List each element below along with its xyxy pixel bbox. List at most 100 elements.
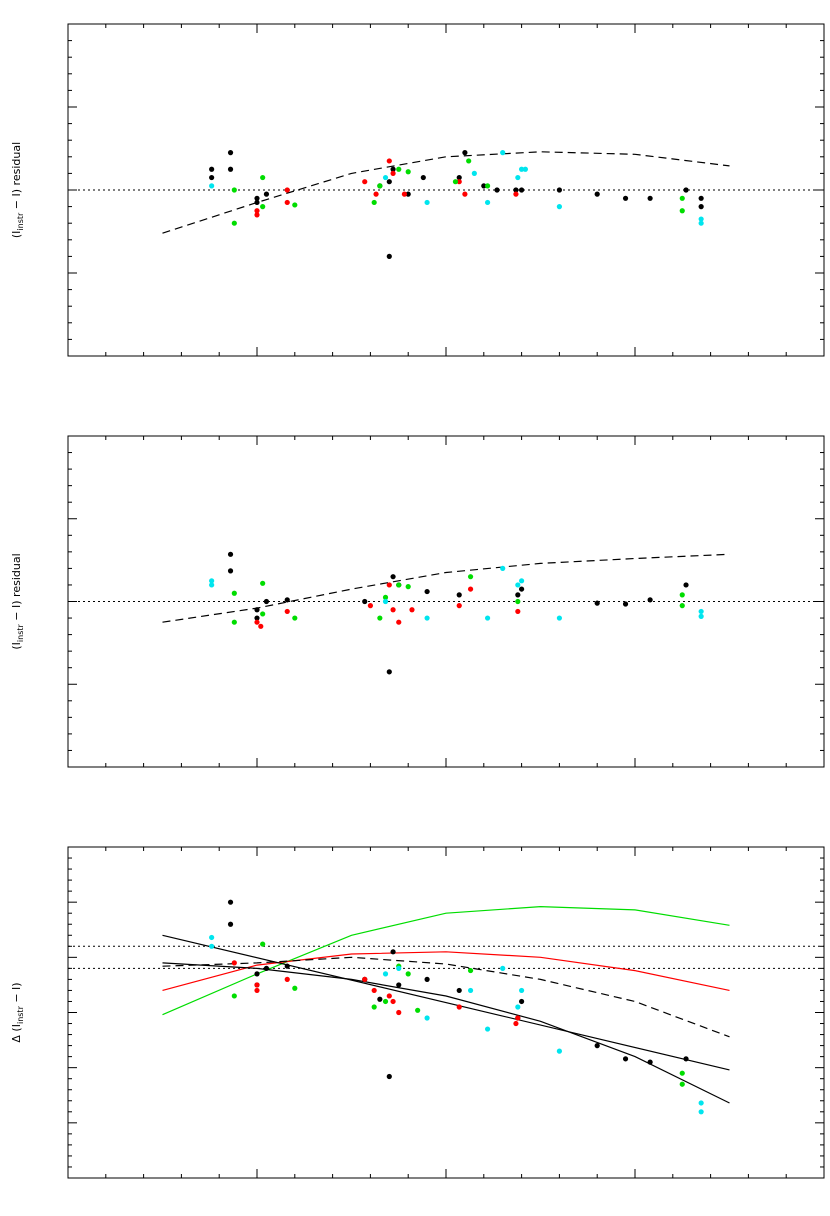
y-axis-label-part: (I bbox=[10, 642, 23, 650]
data-point-green bbox=[231, 993, 237, 999]
data-point-black bbox=[284, 963, 290, 969]
data-point-black bbox=[227, 921, 234, 927]
data-point-red bbox=[371, 987, 377, 994]
data-point-red bbox=[467, 586, 474, 592]
panel-3: Δ (Iinstr − I) bbox=[10, 846, 825, 1179]
data-point-cyan bbox=[209, 934, 215, 941]
data-point-cyan bbox=[698, 1100, 704, 1106]
data-point-cyan bbox=[209, 578, 215, 584]
data-point-red bbox=[362, 976, 368, 983]
data-point-black bbox=[683, 1056, 689, 1062]
data-point-green bbox=[515, 598, 521, 605]
data-point-green bbox=[679, 1081, 685, 1087]
data-point-black bbox=[420, 174, 426, 181]
curve-red-curve bbox=[162, 951, 730, 991]
data-point-black bbox=[622, 601, 629, 607]
data-point-red bbox=[367, 603, 373, 609]
data-point-red bbox=[396, 619, 402, 625]
data-point-red bbox=[390, 170, 396, 176]
data-point-cyan bbox=[209, 582, 215, 588]
data-point-cyan bbox=[484, 1026, 491, 1032]
data-point-red bbox=[231, 960, 237, 966]
data-point-green bbox=[260, 941, 266, 947]
data-point-black bbox=[227, 568, 234, 574]
y-axis-label-subscript: instr bbox=[16, 212, 25, 231]
data-point-cyan bbox=[556, 615, 563, 621]
data-point-black bbox=[254, 971, 260, 977]
data-point-black bbox=[227, 899, 234, 905]
data-point-green bbox=[382, 998, 389, 1005]
data-point-red bbox=[456, 603, 462, 609]
data-point-green bbox=[405, 971, 411, 977]
data-point-black bbox=[594, 191, 600, 197]
data-point-green bbox=[231, 220, 237, 226]
data-point-cyan bbox=[471, 170, 477, 176]
y-axis-label-subscript: instr bbox=[16, 1005, 25, 1024]
plot-area bbox=[68, 551, 824, 675]
data-point-green bbox=[679, 208, 685, 214]
data-point-green bbox=[396, 582, 402, 588]
curve-dashed-model bbox=[162, 151, 730, 234]
data-point-cyan bbox=[522, 166, 528, 172]
data-point-black bbox=[386, 1073, 392, 1080]
data-point-black bbox=[698, 204, 704, 210]
data-point-green bbox=[679, 592, 685, 598]
data-point-green bbox=[260, 204, 266, 210]
panel-2: (Iinstr − I) residual bbox=[10, 435, 825, 768]
data-point-black bbox=[227, 150, 234, 156]
data-point-green bbox=[371, 1004, 377, 1010]
data-point-black bbox=[456, 592, 462, 598]
data-point-red bbox=[284, 976, 290, 983]
data-point-cyan bbox=[556, 204, 563, 210]
plot-frame bbox=[67, 23, 825, 357]
data-point-cyan bbox=[519, 166, 525, 172]
data-point-red bbox=[515, 1015, 521, 1021]
data-point-black bbox=[647, 1059, 653, 1065]
data-point-red bbox=[513, 191, 519, 197]
data-point-black bbox=[209, 166, 215, 172]
data-point-black bbox=[515, 592, 521, 598]
data-point-cyan bbox=[209, 183, 215, 189]
data-point-black bbox=[254, 615, 260, 621]
data-point-black bbox=[362, 598, 368, 605]
data-point-red bbox=[390, 998, 396, 1005]
y-axis-label-subscript: instr bbox=[16, 623, 25, 642]
data-point-cyan bbox=[515, 174, 521, 181]
data-point-black bbox=[481, 183, 487, 189]
data-point-cyan bbox=[500, 965, 506, 971]
data-point-red bbox=[254, 987, 260, 994]
data-point-black bbox=[647, 597, 653, 603]
y-axis-label-part: (I bbox=[10, 231, 23, 239]
data-point-green bbox=[377, 615, 383, 621]
data-point-black bbox=[254, 195, 260, 201]
data-point-cyan bbox=[424, 1015, 430, 1021]
data-point-green bbox=[292, 615, 298, 621]
data-point-red bbox=[373, 191, 379, 197]
data-point-green bbox=[292, 202, 298, 208]
data-point-cyan bbox=[382, 598, 389, 605]
data-point-black bbox=[424, 976, 430, 983]
y-axis-label-part: − I) residual bbox=[10, 142, 23, 213]
y-axis-label: (Iinstr − I) residual bbox=[10, 142, 25, 238]
data-point-red bbox=[513, 1020, 519, 1027]
data-point-black bbox=[556, 187, 563, 193]
data-point-cyan bbox=[209, 943, 215, 949]
data-point-black bbox=[263, 965, 270, 971]
data-point-cyan bbox=[698, 220, 704, 226]
data-point-black bbox=[513, 187, 519, 193]
data-point-black bbox=[683, 582, 689, 588]
data-point-black bbox=[519, 998, 525, 1005]
plot-frame bbox=[67, 846, 825, 1179]
data-point-green bbox=[679, 1070, 685, 1076]
curve-dashed-curve bbox=[162, 956, 730, 1038]
plot-area bbox=[68, 150, 824, 259]
data-point-green bbox=[679, 195, 685, 201]
data-point-cyan bbox=[484, 199, 491, 206]
data-point-green bbox=[467, 967, 474, 974]
data-point-cyan bbox=[382, 971, 389, 977]
data-point-black bbox=[227, 551, 234, 557]
data-point-black bbox=[254, 199, 260, 206]
data-point-black bbox=[263, 191, 270, 197]
y-axis-label-part: Δ (I bbox=[10, 1024, 23, 1043]
data-point-red bbox=[254, 619, 260, 625]
